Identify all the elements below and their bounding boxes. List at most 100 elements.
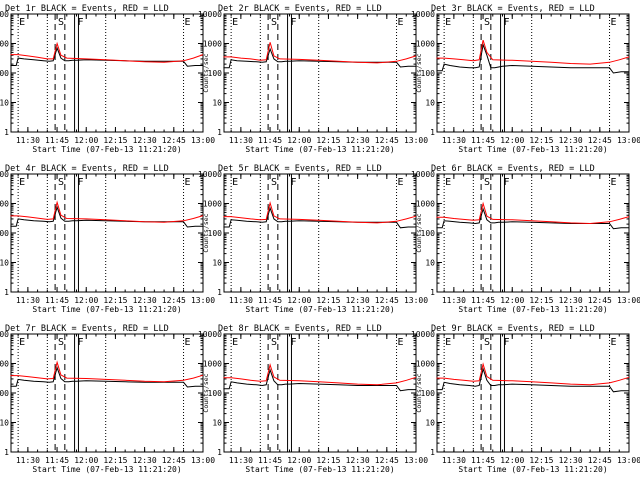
lld-series-line (10, 200, 204, 223)
lld-series-line (223, 200, 417, 224)
y-tick-label: 100 (208, 229, 223, 238)
lld-series-line (223, 362, 417, 386)
x-axis-title: Start Time (07-Feb-13 11:21:20) (245, 145, 394, 154)
plot-frame (223, 333, 417, 453)
y-tick-label: 1000 (416, 40, 435, 49)
x-tick-label: 12:30 (346, 136, 370, 145)
marker-letter: F (78, 17, 84, 28)
x-tick-label: 12:00 (500, 296, 524, 305)
y-tick-label: 100 (421, 69, 436, 78)
marker-letter: F (504, 177, 510, 188)
marker-letter: S (271, 337, 277, 348)
panel-7: Det 7r BLACK = Events, RED = LLD E S F E 1 10 1… (0, 324, 215, 474)
x-tick-label: 13:00 (191, 136, 215, 145)
x-tick-label: 13:00 (404, 136, 428, 145)
lld-series-line (436, 201, 630, 225)
x-axis-title: Start Time (07-Feb-13 11:21:20) (245, 465, 394, 474)
x-tick-label: 13:00 (191, 456, 215, 465)
y-tick-label: 10000 (411, 170, 435, 179)
y-tick-label: 10000 (0, 170, 9, 179)
y-tick-label: 100 (0, 229, 9, 238)
marker-letter: E (398, 17, 404, 28)
panel-title: Det 2r BLACK = Events, RED = LLD (218, 4, 382, 14)
x-tick-label: 12:00 (287, 296, 311, 305)
marker-letter: S (484, 337, 490, 348)
marker-letter: E (232, 17, 238, 28)
x-tick-label: 11:30 (442, 296, 466, 305)
panel-title: Det 9r BLACK = Events, RED = LLD (431, 324, 595, 334)
x-tick-label: 12:00 (74, 456, 98, 465)
x-tick-label: 11:45 (258, 296, 282, 305)
y-axis-title: Counts/sec (202, 213, 210, 252)
x-tick-label: 12:15 (529, 296, 553, 305)
lld-series-line (223, 42, 417, 64)
x-tick-label: 11:30 (229, 296, 253, 305)
y-tick-label: 1000 (416, 360, 435, 369)
x-tick-label: 13:00 (404, 296, 428, 305)
x-axis-title: Start Time (07-Feb-13 11:21:20) (458, 305, 607, 314)
y-tick-label: 100 (421, 389, 436, 398)
x-tick-label: 12:00 (74, 136, 98, 145)
panel-5: Det 5r BLACK = Events, RED = LLD E S F E 1 10 1… (198, 164, 428, 314)
marker-letter: S (271, 177, 277, 188)
x-tick-label: 12:45 (162, 456, 186, 465)
x-tick-label: 13:00 (617, 456, 640, 465)
x-tick-label: 12:15 (316, 296, 340, 305)
y-tick-label: 100 (421, 229, 436, 238)
panel-title: Det 7r BLACK = Events, RED = LLD (5, 324, 169, 334)
x-axis-title: Start Time (07-Feb-13 11:21:20) (32, 145, 181, 154)
y-tick-label: 10000 (411, 330, 435, 339)
marker-letter: E (19, 337, 25, 348)
events-series-line (436, 42, 629, 74)
x-tick-label: 12:30 (559, 296, 583, 305)
marker-letter: F (291, 17, 297, 28)
x-axis-title: Start Time (07-Feb-13 11:21:20) (458, 465, 607, 474)
x-tick-label: 12:45 (162, 136, 186, 145)
plot-frame (436, 173, 630, 293)
x-tick-label: 11:45 (45, 136, 69, 145)
lld-series-line (10, 360, 204, 383)
y-tick-label: 1 (4, 128, 9, 137)
panel-title: Det 6r BLACK = Events, RED = LLD (431, 164, 595, 174)
marker-letter: F (504, 337, 510, 348)
panel-2: Det 2r BLACK = Events, RED = LLD E S F E 1 10 1… (198, 4, 428, 154)
plot-frame (223, 173, 417, 293)
x-tick-label: 12:00 (500, 136, 524, 145)
lld-series-line (10, 41, 204, 63)
y-tick-label: 1000 (0, 40, 9, 49)
y-axis-title: Counts/sec (202, 53, 210, 92)
x-tick-label: 11:45 (258, 136, 282, 145)
x-tick-label: 13:00 (617, 296, 640, 305)
events-series-line (10, 366, 203, 388)
lld-series-line (436, 39, 630, 65)
x-tick-label: 12:45 (375, 456, 399, 465)
panel-9: Det 9r BLACK = Events, RED = LLD E S F E 1 10 1… (411, 324, 640, 474)
events-series-line (223, 47, 416, 69)
marker-letter: S (484, 17, 490, 28)
plot-frame (10, 173, 204, 293)
marker-letter: E (232, 337, 238, 348)
x-tick-label: 11:30 (16, 136, 40, 145)
y-tick-label: 1 (4, 448, 9, 457)
y-tick-label: 10000 (0, 330, 9, 339)
x-tick-label: 11:30 (16, 456, 40, 465)
y-axis-title: Counts/sec (202, 373, 210, 412)
x-tick-label: 12:15 (103, 296, 127, 305)
y-tick-label: 10 (212, 419, 222, 428)
panel-3: Det 3r BLACK = Events, RED = LLD E S F E 1 10 1… (411, 4, 640, 154)
x-tick-label: 11:30 (442, 136, 466, 145)
y-tick-label: 10000 (0, 10, 9, 19)
x-tick-label: 12:15 (529, 456, 553, 465)
x-tick-label: 12:00 (74, 296, 98, 305)
x-tick-label: 12:30 (133, 136, 157, 145)
x-tick-label: 11:45 (258, 456, 282, 465)
marker-letter: S (58, 177, 64, 188)
x-axis-title: Start Time (07-Feb-13 11:21:20) (32, 465, 181, 474)
marker-letter: E (445, 337, 451, 348)
y-tick-label: 1000 (203, 360, 222, 369)
x-tick-label: 12:15 (103, 136, 127, 145)
y-tick-label: 10 (425, 419, 435, 428)
y-tick-label: 1000 (416, 200, 435, 209)
